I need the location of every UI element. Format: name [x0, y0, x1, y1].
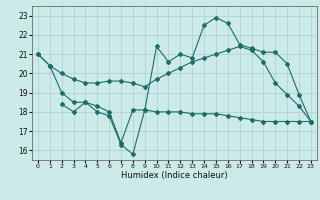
X-axis label: Humidex (Indice chaleur): Humidex (Indice chaleur) [121, 171, 228, 180]
